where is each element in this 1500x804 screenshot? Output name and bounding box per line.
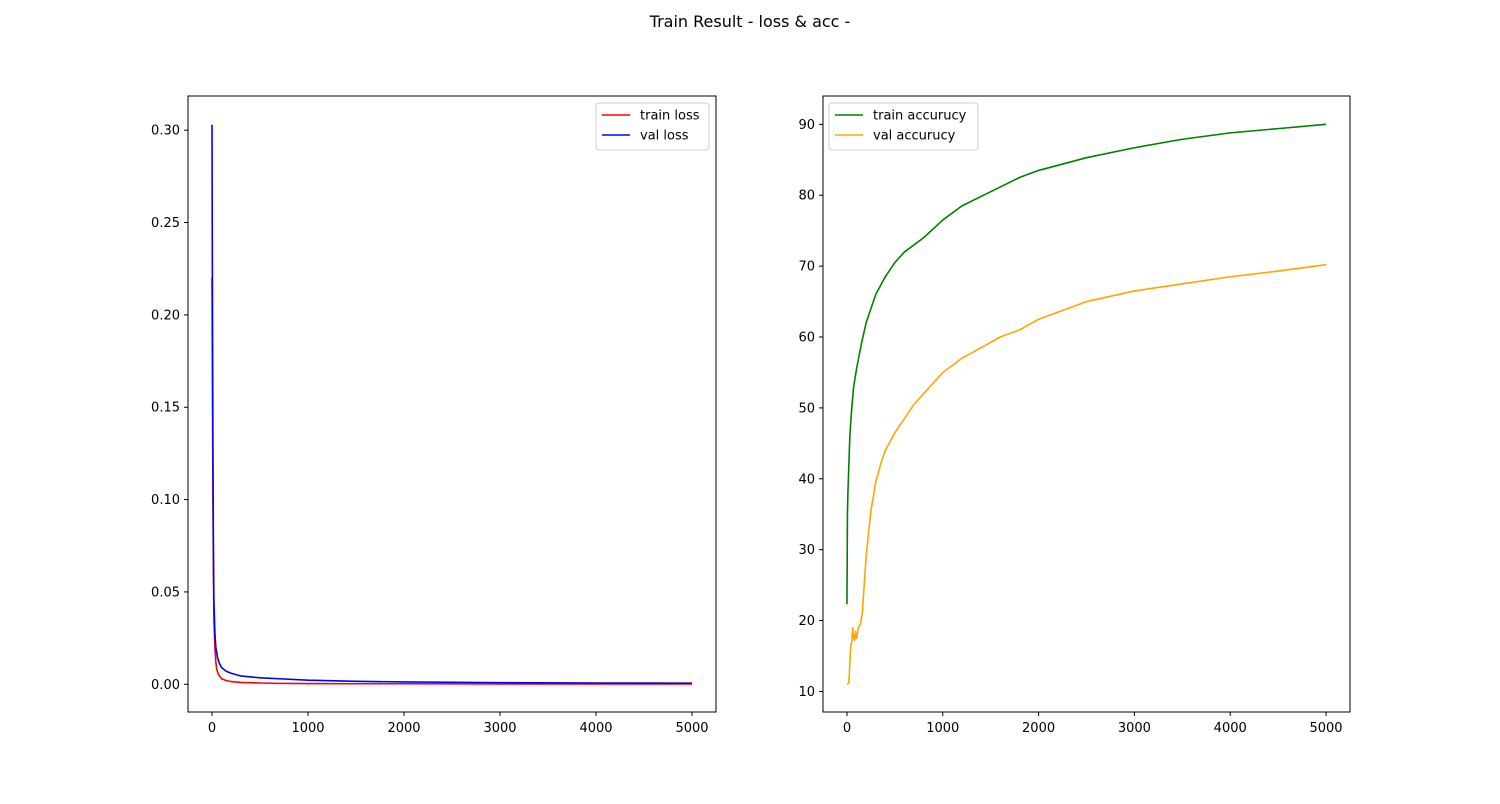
x-tick-label: 3000 bbox=[1118, 721, 1151, 736]
legend-label: train loss bbox=[640, 109, 700, 124]
x-tick-label: 0 bbox=[843, 721, 851, 736]
series-line-1 bbox=[211, 277, 692, 685]
y-tick-label: 50 bbox=[798, 401, 815, 416]
figure-title: Train Result - loss & acc - bbox=[649, 12, 851, 31]
legend-box bbox=[828, 102, 979, 151]
x-tick-label: 4000 bbox=[1214, 721, 1247, 736]
y-tick-label: 70 bbox=[798, 260, 815, 275]
x-tick-label: 1000 bbox=[926, 721, 959, 736]
series-line-1 bbox=[846, 123, 1327, 605]
y-tick-label: 0.30 bbox=[151, 124, 180, 139]
axes-1: 0 1000 2000 3000 4000 5000 0.00 0.05 0.10 0.15 0.2… bbox=[151, 95, 717, 736]
y-tick-label: 20 bbox=[798, 614, 815, 629]
y-tick-label: 10 bbox=[798, 685, 815, 700]
x-tick-label: 0 bbox=[208, 721, 216, 736]
y-tick-label: 40 bbox=[798, 472, 815, 487]
x-tick-label: 1000 bbox=[291, 721, 324, 736]
y-tick-label: 0.05 bbox=[151, 585, 180, 600]
y-tick-label: 0.00 bbox=[151, 678, 180, 693]
axes-2: 0 1000 2000 3000 4000 5000 10 20 30 40 50 60 70 80 90 t… bbox=[798, 95, 1351, 736]
y-tick-label: 80 bbox=[798, 189, 815, 204]
series-line-2 bbox=[846, 263, 1327, 685]
y-tick-label: 60 bbox=[798, 331, 815, 346]
y-tick-label: 90 bbox=[798, 118, 815, 133]
x-tick-label: 5000 bbox=[675, 721, 708, 736]
x-tick-label: 3000 bbox=[483, 721, 516, 736]
x-tick-label: 2000 bbox=[387, 721, 420, 736]
axes-frame bbox=[187, 95, 717, 713]
legend-label: train accurucy bbox=[873, 109, 967, 124]
x-tick-label: 4000 bbox=[579, 721, 612, 736]
x-tick-label: 5000 bbox=[1309, 721, 1342, 736]
y-tick-label: 0.25 bbox=[151, 216, 180, 231]
legend-label: val loss bbox=[640, 129, 689, 144]
axes-frame bbox=[822, 95, 1351, 713]
y-tick-label: 0.10 bbox=[151, 493, 180, 508]
legend: train loss val loss bbox=[595, 102, 710, 151]
y-tick-label: 30 bbox=[798, 543, 815, 558]
legend-label: val accurucy bbox=[873, 129, 956, 144]
legend: train accurucy val accurucy bbox=[828, 102, 979, 151]
series-line-2 bbox=[211, 124, 693, 684]
x-tick-label: 2000 bbox=[1022, 721, 1055, 736]
y-tick-label: 0.15 bbox=[151, 401, 180, 416]
y-tick-label: 0.20 bbox=[151, 308, 180, 323]
